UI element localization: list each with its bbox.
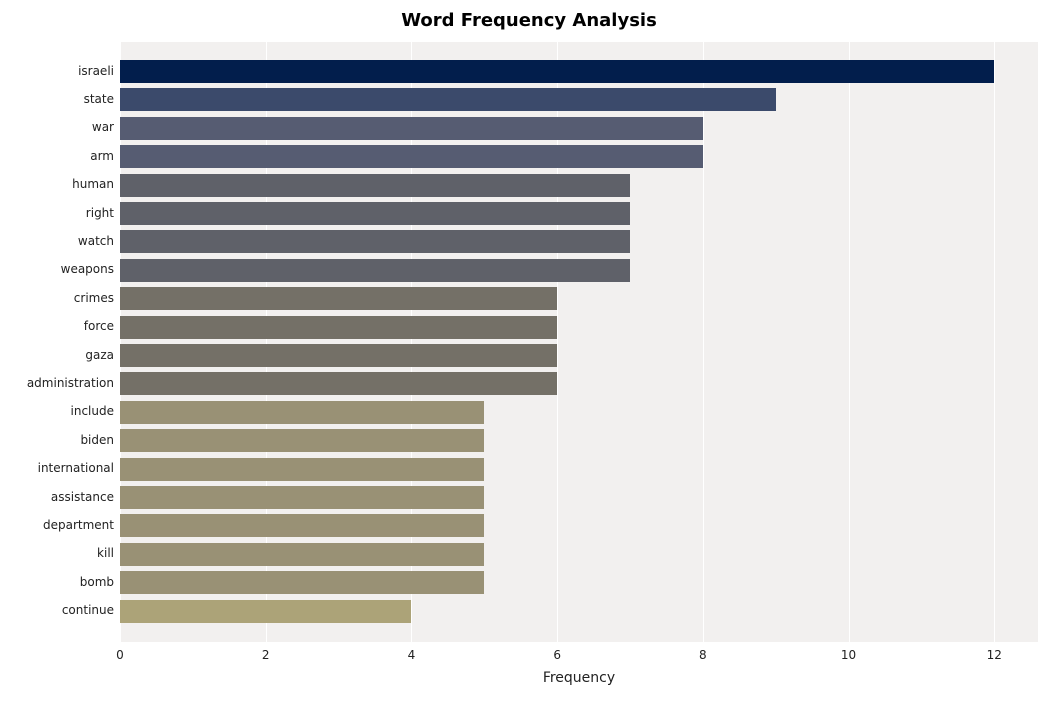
y-tick-label: israeli <box>78 64 114 78</box>
x-tick-label: 4 <box>408 648 416 662</box>
y-tick-label: gaza <box>85 348 114 362</box>
grid-line <box>703 42 704 642</box>
chart-container: Word Frequency Analysis Frequency 0 2 4 6 8 1… <box>0 0 1058 701</box>
y-tick-label: arm <box>90 149 114 163</box>
bar <box>120 88 776 111</box>
y-tick-label: biden <box>80 433 114 447</box>
bar <box>120 60 994 83</box>
grid-line <box>994 42 995 642</box>
bar <box>120 174 630 197</box>
y-tick-label: bomb <box>80 575 114 589</box>
y-tick-label: kill <box>97 546 114 560</box>
x-tick-label: 0 <box>116 648 124 662</box>
y-tick-label: international <box>38 461 114 475</box>
y-tick-label: war <box>92 120 114 134</box>
y-tick-label: weapons <box>61 262 114 276</box>
plot-area <box>120 42 1038 642</box>
y-tick-label: administration <box>27 376 114 390</box>
x-tick-label: 10 <box>841 648 856 662</box>
bar <box>120 429 484 452</box>
y-tick-label: human <box>72 177 114 191</box>
y-tick-label: continue <box>62 603 114 617</box>
chart-title: Word Frequency Analysis <box>0 10 1058 31</box>
bar <box>120 486 484 509</box>
bar <box>120 230 630 253</box>
bar <box>120 372 557 395</box>
y-tick-label: right <box>86 206 114 220</box>
bar <box>120 543 484 566</box>
bar <box>120 316 557 339</box>
y-tick-label: crimes <box>74 291 114 305</box>
x-tick-label: 2 <box>262 648 270 662</box>
bar <box>120 259 630 282</box>
x-tick-label: 6 <box>553 648 561 662</box>
bar <box>120 344 557 367</box>
x-tick-label: 12 <box>987 648 1002 662</box>
y-tick-label: watch <box>78 234 114 248</box>
bar <box>120 571 484 594</box>
bar <box>120 600 411 623</box>
x-tick-label: 8 <box>699 648 707 662</box>
y-tick-label: state <box>84 92 114 106</box>
y-tick-label: assistance <box>51 490 114 504</box>
y-tick-label: force <box>84 319 114 333</box>
grid-line <box>849 42 850 642</box>
bar <box>120 458 484 481</box>
bar <box>120 117 703 140</box>
y-tick-label: department <box>43 518 114 532</box>
bar <box>120 287 557 310</box>
bar <box>120 514 484 537</box>
bar <box>120 202 630 225</box>
bar <box>120 401 484 424</box>
x-axis-label: Frequency <box>120 670 1038 686</box>
y-tick-label: include <box>71 404 114 418</box>
bar <box>120 145 703 168</box>
